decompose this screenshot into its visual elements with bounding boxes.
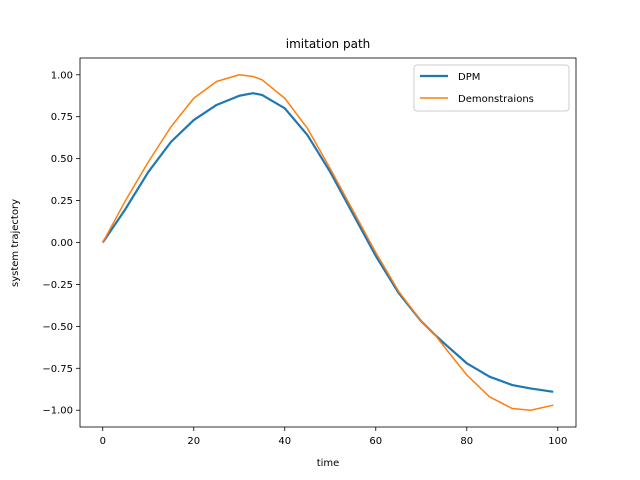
y-tick-label: 0.00 xyxy=(51,238,73,249)
series-line-1 xyxy=(102,74,554,411)
series-line-0 xyxy=(101,92,554,393)
y-tick-label: −1.00 xyxy=(42,406,73,417)
legend-label: Demonstraions xyxy=(458,94,534,105)
y-tick-label: −0.50 xyxy=(42,322,73,333)
x-axis: 0 20 40 60 80 100 xyxy=(100,427,567,447)
y-tick-label: −0.25 xyxy=(42,280,73,291)
legend-label: DPM xyxy=(458,72,480,83)
x-axis-label: time xyxy=(317,458,340,469)
legend: DPM Demonstraions xyxy=(413,64,570,112)
y-tick-label: 0.25 xyxy=(51,196,73,207)
y-tick-label: 1.00 xyxy=(51,70,73,81)
x-tick-label: 80 xyxy=(460,436,473,447)
plot-area xyxy=(101,74,554,411)
y-axis: −1.00 −0.75 −0.50 −0.25 0.00 0.25 0.50 0.75 1.00 xyxy=(42,70,80,417)
x-tick-label: 40 xyxy=(278,436,291,447)
x-tick-label: 100 xyxy=(548,436,567,447)
legend-box xyxy=(413,64,570,112)
x-tick-label: 60 xyxy=(369,436,382,447)
plot-frame xyxy=(79,57,577,428)
x-tick-label: 0 xyxy=(100,436,106,447)
x-tick-label: 20 xyxy=(187,436,200,447)
chart-title: imitation path xyxy=(286,37,371,51)
y-tick-label: −0.75 xyxy=(42,364,73,375)
y-tick-label: 0.50 xyxy=(51,154,73,165)
y-axis-label: system trajectory xyxy=(10,199,21,287)
y-tick-label: 0.75 xyxy=(51,112,73,123)
